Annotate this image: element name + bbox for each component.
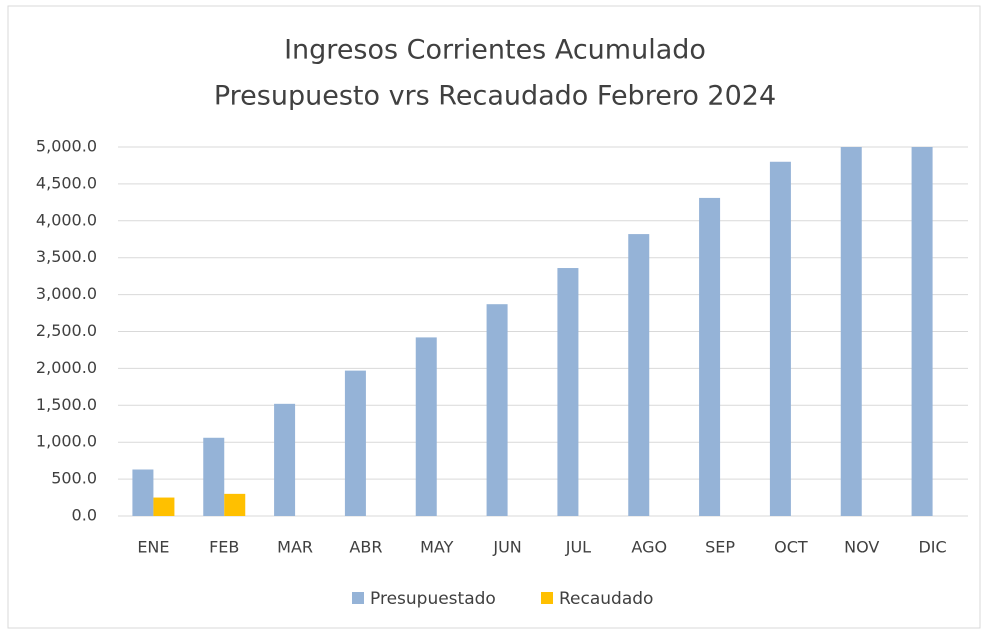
y-tick-label: 3,000.0 — [36, 284, 97, 303]
bar — [486, 304, 508, 516]
bar — [769, 161, 791, 516]
x-tick-label: AGO — [631, 538, 667, 557]
bar — [628, 234, 650, 517]
x-tick-label: ENE — [137, 538, 169, 557]
x-tick-label: JUN — [492, 538, 521, 557]
x-tick-label: FEB — [209, 538, 239, 557]
x-tick-label: OCT — [774, 538, 808, 557]
x-tick-label: MAY — [420, 538, 454, 557]
y-tick-label: 1,500.0 — [36, 395, 97, 414]
y-tick-label: 3,500.0 — [36, 247, 97, 266]
chart-title: Ingresos Corrientes Acumulado — [284, 35, 706, 66]
x-tick-label: JUL — [565, 538, 591, 557]
y-tick-label: 4,000.0 — [36, 210, 97, 229]
legend-label: Presupuestado — [370, 589, 496, 609]
legend-swatch — [352, 592, 364, 604]
bar — [344, 370, 366, 516]
legend-swatch — [541, 592, 553, 604]
y-tick-label: 0.0 — [72, 506, 97, 525]
x-tick-label: NOV — [844, 538, 879, 557]
y-tick-label: 1,000.0 — [36, 432, 97, 451]
bar — [224, 493, 246, 516]
bar — [274, 403, 296, 516]
x-tick-label: MAR — [277, 538, 313, 557]
y-tick-label: 2,500.0 — [36, 321, 97, 340]
bar — [911, 147, 933, 516]
bar — [153, 497, 175, 516]
chart-subtitle: Presupuesto vrs Recaudado Febrero 2024 — [214, 81, 776, 112]
bar — [132, 469, 154, 516]
bar — [699, 197, 721, 516]
x-tick-label: SEP — [705, 538, 735, 557]
bar — [415, 337, 437, 516]
y-tick-label: 2,000.0 — [36, 358, 97, 377]
bar — [840, 147, 862, 516]
y-tick-label: 5,000.0 — [36, 137, 97, 156]
x-tick-label: ABR — [349, 538, 382, 557]
y-tick-label: 500.0 — [51, 469, 97, 488]
legend-label: Recaudado — [559, 589, 653, 609]
y-tick-label: 4,500.0 — [36, 173, 97, 192]
bar — [557, 268, 579, 516]
bar — [203, 437, 225, 516]
x-tick-label: DIC — [918, 538, 946, 557]
